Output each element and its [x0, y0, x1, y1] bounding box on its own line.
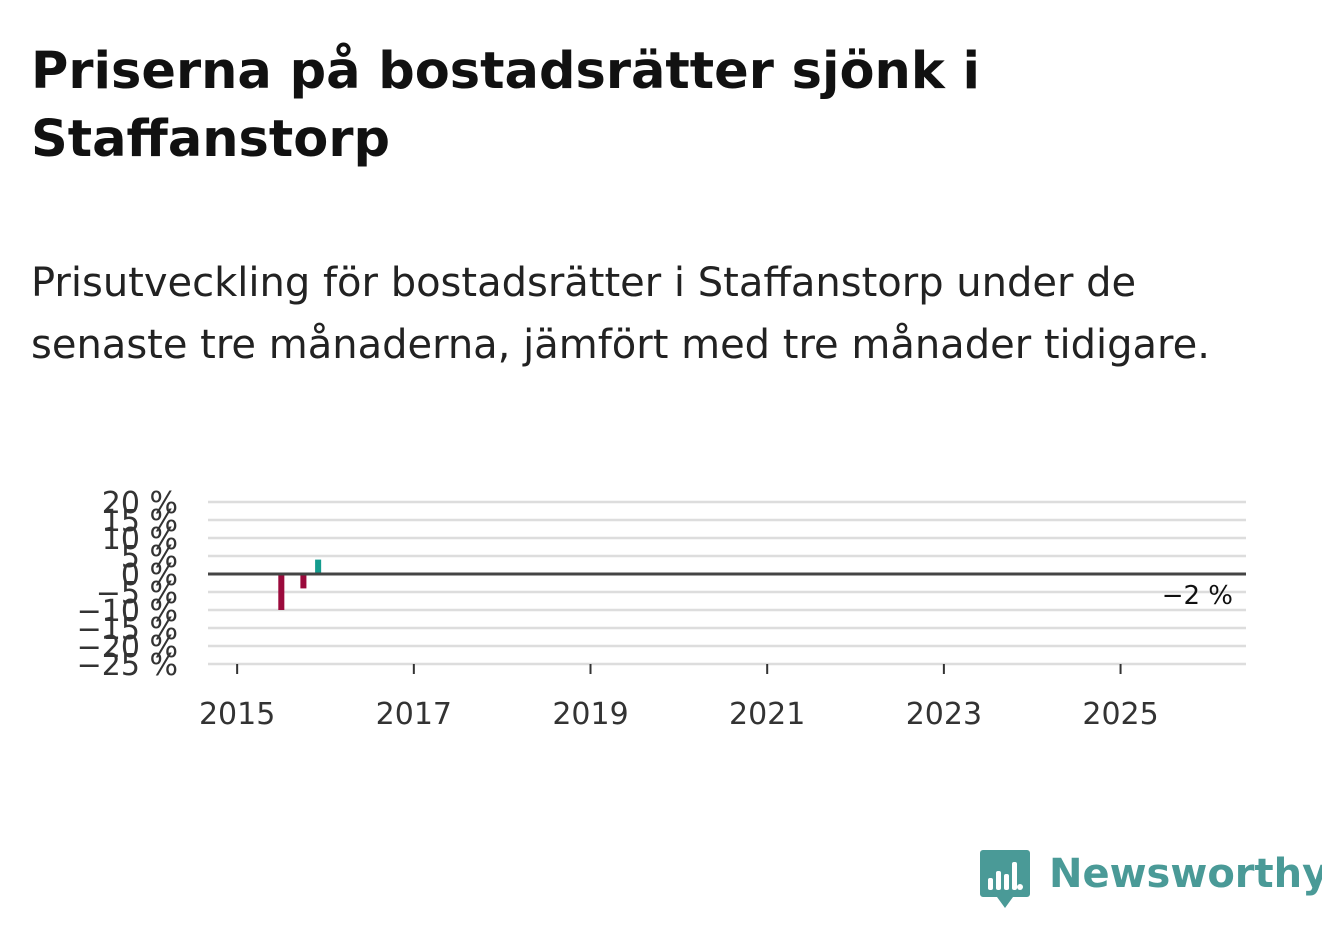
- gridlines: [208, 500, 1246, 666]
- bar-chart-icon: [980, 850, 1030, 908]
- y-tick-label: 10 %: [102, 522, 178, 557]
- bars: [278, 559, 322, 610]
- bar: [300, 574, 307, 589]
- x-tick-label: 2017: [376, 697, 452, 732]
- x-tick-label: 2015: [199, 697, 275, 732]
- page-subtitle: Prisutveckling för bostadsrätter i Staff…: [31, 260, 1210, 368]
- brand-name: Newsworthy: [1049, 851, 1322, 897]
- y-tick-label: −25 %: [77, 648, 178, 683]
- x-tick-label: 2019: [552, 697, 628, 732]
- y-tick-label: −10 %: [77, 594, 178, 629]
- y-tick-label: −15 %: [77, 612, 178, 647]
- y-tick-label: 20 %: [102, 486, 178, 521]
- x-tick-label: 2021: [729, 697, 805, 732]
- bar: [315, 559, 322, 574]
- bar-chart: 20 %15 %10 %5 %0 %−5 %−10 %−15 %−20 %−25…: [77, 486, 1246, 732]
- y-axis-labels: 20 %15 %10 %5 %0 %−5 %−10 %−15 %−20 %−25…: [77, 486, 178, 683]
- x-tick-label: 2025: [1082, 697, 1158, 732]
- x-tick-label: 2023: [906, 697, 982, 732]
- newsworthy-logo: Newsworthy: [980, 848, 1322, 910]
- y-tick-label: −20 %: [77, 630, 178, 665]
- y-tick-label: 15 %: [102, 504, 178, 539]
- y-tick-label: 5 %: [121, 540, 178, 575]
- page-title: Priserna på bostadsrätter sjönk i Staffa…: [31, 42, 980, 169]
- x-axis: 2015 2017 2019 2021 2023 2025: [199, 664, 1159, 732]
- last-value-label: −2 %: [1162, 581, 1233, 611]
- bar: [278, 574, 285, 610]
- y-tick-label: −5 %: [96, 576, 178, 611]
- y-tick-label: 0 %: [121, 558, 178, 593]
